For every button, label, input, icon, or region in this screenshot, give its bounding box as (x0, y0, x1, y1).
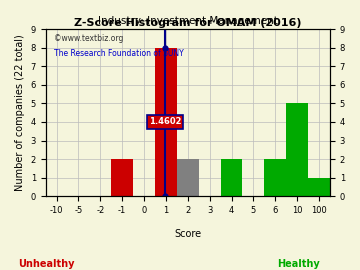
Bar (155, 48, 177, 196)
Bar (308, 178, 330, 196)
Bar (177, 159, 199, 196)
Bar (286, 103, 308, 196)
Text: Unhealthy: Unhealthy (19, 259, 75, 269)
Bar (111, 159, 133, 196)
Text: Healthy: Healthy (278, 259, 320, 269)
Text: The Research Foundation of SUNY: The Research Foundation of SUNY (54, 49, 184, 58)
Bar (221, 159, 242, 196)
Text: 1.4602: 1.4602 (149, 117, 181, 126)
Text: Industry: Investment Management: Industry: Investment Management (98, 16, 278, 26)
Y-axis label: Number of companies (22 total): Number of companies (22 total) (15, 34, 25, 191)
Bar (264, 159, 286, 196)
X-axis label: Score: Score (174, 229, 201, 239)
Title: Z-Score Histogram for OMAM (2016): Z-Score Histogram for OMAM (2016) (74, 18, 302, 28)
Text: ©www.textbiz.org: ©www.textbiz.org (54, 34, 123, 43)
